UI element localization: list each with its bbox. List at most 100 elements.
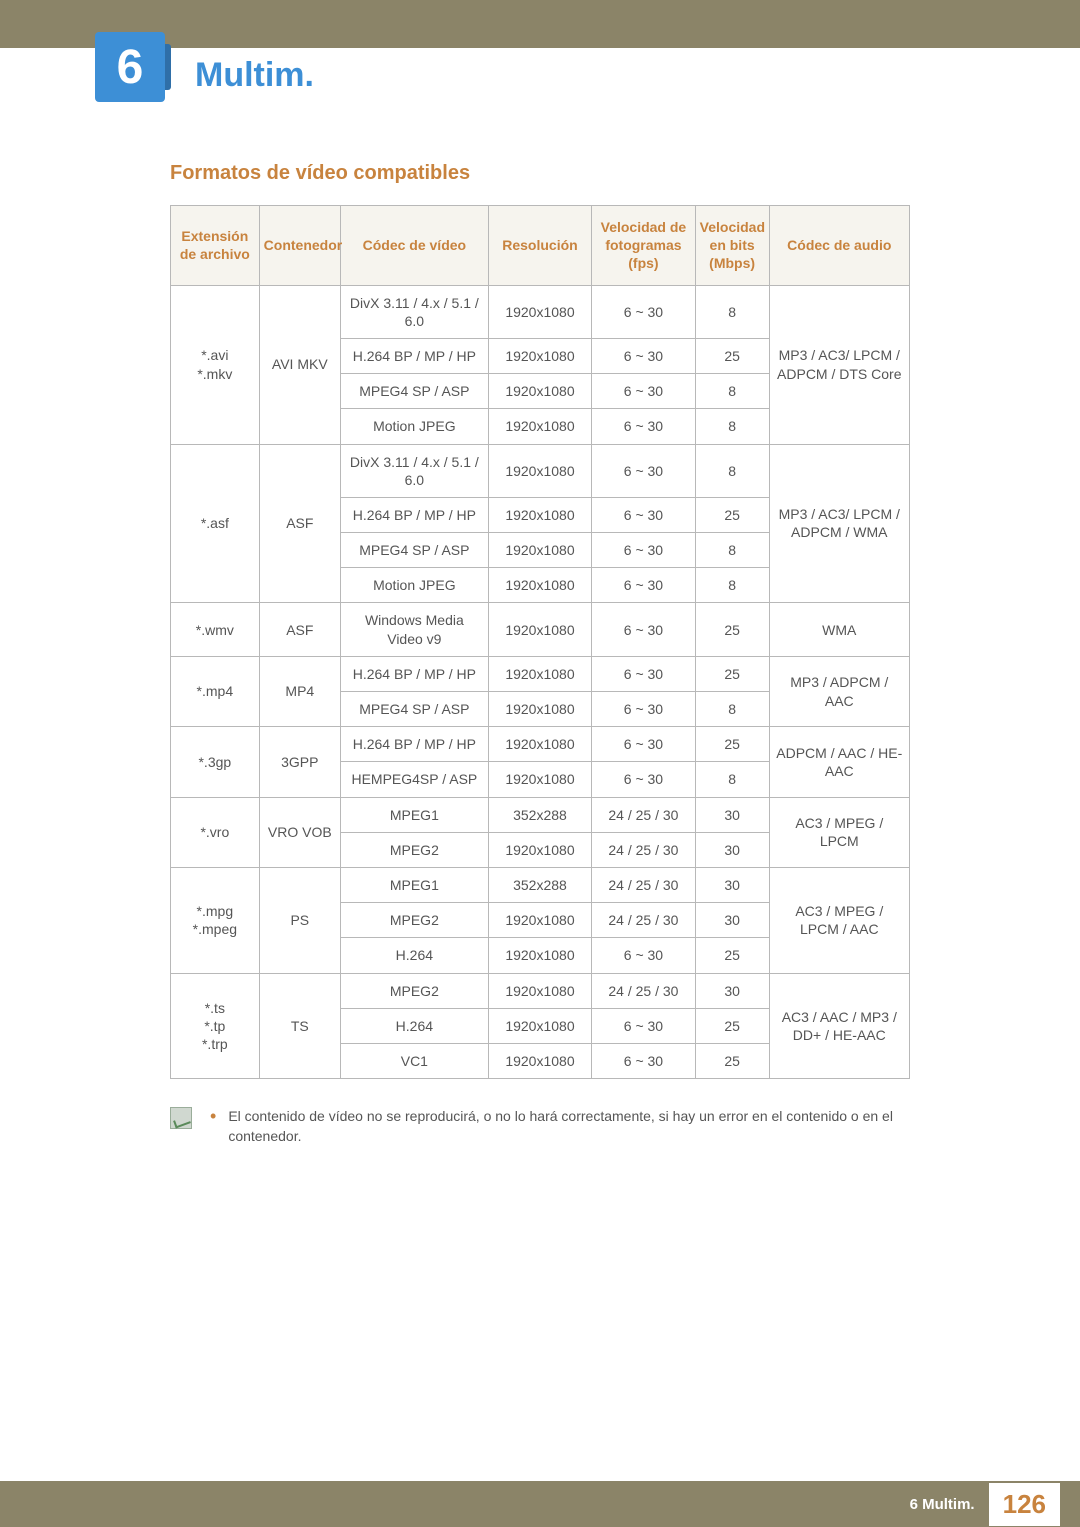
cell-fps: 6 ~ 30 — [592, 727, 695, 762]
cell-acodec: MP3 / ADPCM / AAC — [769, 656, 909, 726]
cell-res: 1920x1080 — [488, 832, 591, 867]
cell-mbps: 8 — [695, 409, 769, 444]
cell-res: 1920x1080 — [488, 285, 591, 338]
table-header-row: Extensión de archivo Contenedor Códec de… — [171, 206, 910, 286]
cell-acodec: MP3 / AC3/ LPCM / ADPCM / DTS Core — [769, 285, 909, 444]
cell-vcodec: MPEG4 SP / ASP — [340, 374, 488, 409]
cell-fps: 6 ~ 30 — [592, 568, 695, 603]
cell-mbps: 25 — [695, 656, 769, 691]
cell-ext: *.3gp — [171, 727, 260, 797]
cell-ext: *.asf — [171, 444, 260, 603]
cell-res: 1920x1080 — [488, 656, 591, 691]
cell-mbps: 25 — [695, 338, 769, 373]
note-block: • El contenido de vídeo no se reproducir… — [170, 1107, 910, 1146]
table-row: *.mp4 MP4 H.264 BP / MP / HP1920x10806 ~… — [171, 656, 910, 691]
cell-res: 352x288 — [488, 867, 591, 902]
cell-vcodec: MPEG1 — [340, 867, 488, 902]
cell-mbps: 30 — [695, 973, 769, 1008]
cell-acodec: ADPCM / AAC / HE-AAC — [769, 727, 909, 797]
cell-res: 1920x1080 — [488, 938, 591, 973]
cell-cont: ASF — [259, 444, 340, 603]
cell-vcodec: MPEG4 SP / ASP — [340, 692, 488, 727]
cell-acodec: AC3 / MPEG / LPCM / AAC — [769, 867, 909, 973]
cell-res: 1920x1080 — [488, 903, 591, 938]
cell-vcodec: H.264 BP / MP / HP — [340, 727, 488, 762]
th-mbps: Velocidad en bits (Mbps) — [695, 206, 769, 286]
cell-vcodec: H.264 BP / MP / HP — [340, 497, 488, 532]
cell-fps: 24 / 25 / 30 — [592, 832, 695, 867]
cell-vcodec: MPEG1 — [340, 797, 488, 832]
cell-ext: *.vro — [171, 797, 260, 867]
cell-res: 1920x1080 — [488, 409, 591, 444]
cell-fps: 6 ~ 30 — [592, 409, 695, 444]
cell-mbps: 25 — [695, 938, 769, 973]
note-text: El contenido de vídeo no se reproducirá,… — [228, 1107, 910, 1146]
cell-fps: 6 ~ 30 — [592, 656, 695, 691]
cell-res: 1920x1080 — [488, 1008, 591, 1043]
page-footer: 6 Multim. 126 — [0, 1481, 1080, 1527]
cell-fps: 6 ~ 30 — [592, 533, 695, 568]
cell-fps: 6 ~ 30 — [592, 285, 695, 338]
cell-vcodec: MPEG4 SP / ASP — [340, 533, 488, 568]
cell-fps: 6 ~ 30 — [592, 1043, 695, 1078]
th-fps: Velocidad de fotogramas (fps) — [592, 206, 695, 286]
cell-cont: TS — [259, 973, 340, 1079]
cell-fps: 24 / 25 / 30 — [592, 867, 695, 902]
cell-res: 1920x1080 — [488, 444, 591, 497]
footer-page-number: 126 — [989, 1483, 1060, 1526]
cell-vcodec: VC1 — [340, 1043, 488, 1078]
th-ext: Extensión de archivo — [171, 206, 260, 286]
cell-vcodec: H.264 — [340, 1008, 488, 1043]
cell-mbps: 8 — [695, 444, 769, 497]
section-title: Formatos de vídeo compatibles — [170, 162, 1080, 185]
note-icon — [170, 1107, 192, 1129]
cell-fps: 6 ~ 30 — [592, 374, 695, 409]
cell-mbps: 8 — [695, 568, 769, 603]
cell-fps: 24 / 25 / 30 — [592, 903, 695, 938]
cell-mbps: 8 — [695, 692, 769, 727]
cell-acodec: MP3 / AC3/ LPCM / ADPCM / WMA — [769, 444, 909, 603]
cell-cont: VRO VOB — [259, 797, 340, 867]
table-row: *.3gp 3GPP H.264 BP / MP / HP1920x10806 … — [171, 727, 910, 762]
cell-cont: 3GPP — [259, 727, 340, 797]
cell-fps: 6 ~ 30 — [592, 938, 695, 973]
cell-mbps: 25 — [695, 1043, 769, 1078]
cell-cont: AVI MKV — [259, 285, 340, 444]
th-vcodec: Códec de vídeo — [340, 206, 488, 286]
cell-mbps: 8 — [695, 762, 769, 797]
cell-fps: 6 ~ 30 — [592, 497, 695, 532]
cell-res: 1920x1080 — [488, 973, 591, 1008]
cell-mbps: 25 — [695, 1008, 769, 1043]
cell-mbps: 30 — [695, 903, 769, 938]
table-row: *.mpg *.mpeg PS MPEG1352x28824 / 25 / 30… — [171, 867, 910, 902]
cell-vcodec: DivX 3.11 / 4.x / 5.1 / 6.0 — [340, 285, 488, 338]
cell-acodec: AC3 / MPEG / LPCM — [769, 797, 909, 867]
cell-mbps: 8 — [695, 374, 769, 409]
th-res: Resolución — [488, 206, 591, 286]
cell-vcodec: MPEG2 — [340, 903, 488, 938]
cell-fps: 6 ~ 30 — [592, 1008, 695, 1043]
cell-vcodec: H.264 — [340, 938, 488, 973]
cell-cont: MP4 — [259, 656, 340, 726]
cell-cont: PS — [259, 867, 340, 973]
cell-ext: *.mp4 — [171, 656, 260, 726]
cell-fps: 6 ~ 30 — [592, 762, 695, 797]
cell-mbps: 25 — [695, 497, 769, 532]
table-row: *.avi *.mkv AVI MKV DivX 3.11 / 4.x / 5.… — [171, 285, 910, 338]
cell-res: 352x288 — [488, 797, 591, 832]
cell-res: 1920x1080 — [488, 533, 591, 568]
th-container: Contenedor — [259, 206, 340, 286]
cell-cont: ASF — [259, 603, 340, 656]
cell-vcodec: DivX 3.11 / 4.x / 5.1 / 6.0 — [340, 444, 488, 497]
cell-vcodec: MPEG2 — [340, 832, 488, 867]
cell-ext: *.wmv — [171, 603, 260, 656]
cell-vcodec: HEMPEG4SP / ASP — [340, 762, 488, 797]
cell-acodec: AC3 / AAC / MP3 / DD+ / HE-AAC — [769, 973, 909, 1079]
table-row: *.vro VRO VOB MPEG1352x28824 / 25 / 3030… — [171, 797, 910, 832]
table-row: *.wmv ASF Windows Media Video v91920x108… — [171, 603, 910, 656]
table-row: *.asf ASF DivX 3.11 / 4.x / 5.1 / 6.0192… — [171, 444, 910, 497]
cell-mbps: 30 — [695, 867, 769, 902]
cell-acodec: WMA — [769, 603, 909, 656]
chapter-number-badge: 6 — [95, 32, 165, 102]
cell-mbps: 30 — [695, 832, 769, 867]
